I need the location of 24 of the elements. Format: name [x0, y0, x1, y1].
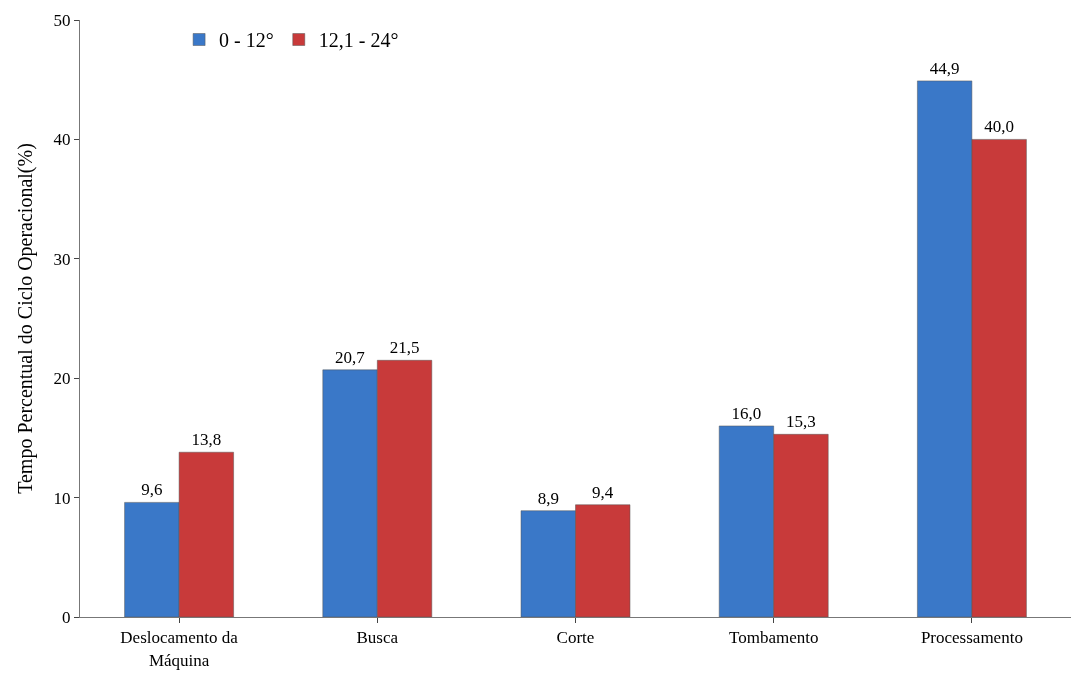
data-label: 20,7 [334, 347, 366, 367]
data-label: 8,9 [537, 488, 559, 508]
data-label: 15,3 [786, 412, 816, 432]
legend-label: 12,1 - 24° [318, 29, 399, 52]
x-tick-label: Deslocamento da Máquina [120, 628, 239, 670]
data-label: 9,4 [591, 482, 614, 502]
x-tick-label: Corte [556, 628, 595, 648]
x-tick-label: Processamento [920, 628, 1023, 648]
y-tick-label: 40 [53, 130, 71, 150]
y-tick-label: 10 [53, 488, 71, 508]
y-axis-title: Tempo Percentual do Ciclo Operacional(%) [14, 143, 38, 494]
x-tick-label: Busca [356, 628, 399, 648]
y-tick-label: 30 [53, 249, 71, 269]
legend-label: 0 - 12° [219, 29, 274, 52]
data-label: 21,5 [389, 338, 420, 358]
y-tick-label: 50 [53, 10, 71, 30]
y-tick-label: 20 [53, 369, 71, 389]
data-label: 40,0 [984, 117, 1015, 137]
y-tick-label: 0 [62, 607, 71, 627]
x-tick-label: Tombamento [728, 628, 819, 648]
data-label: 9,6 [141, 480, 163, 500]
data-label: 13,8 [191, 430, 222, 450]
data-label: 16,0 [731, 403, 762, 423]
data-label: 44,9 [929, 58, 960, 78]
